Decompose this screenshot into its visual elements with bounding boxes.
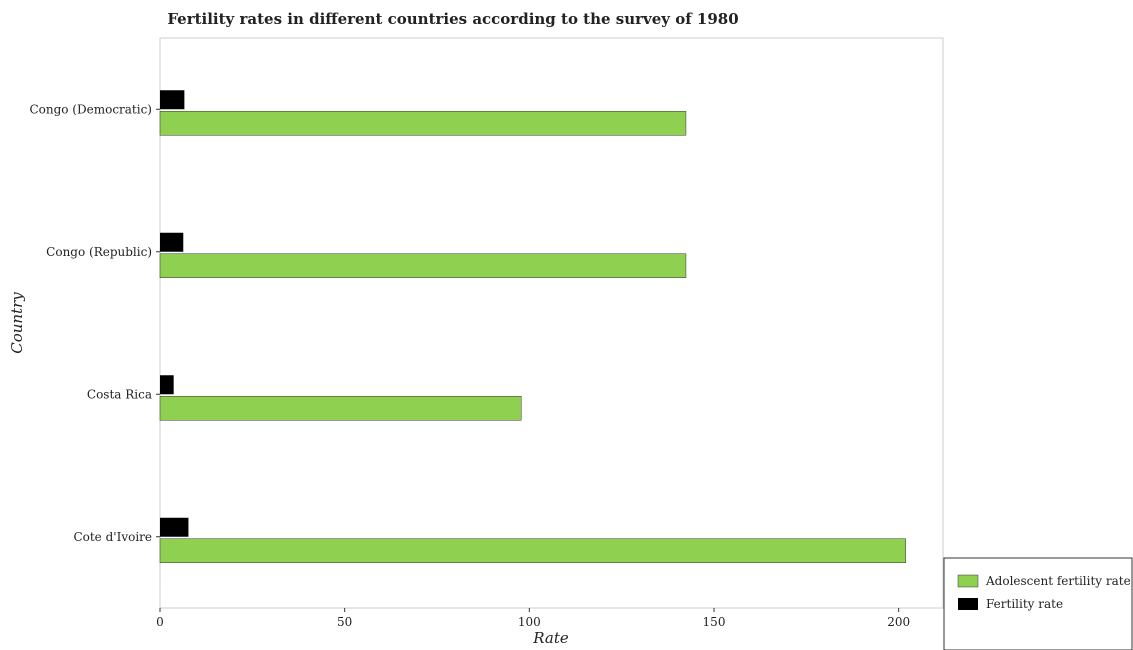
x-tick-label: 150 bbox=[703, 615, 726, 629]
x-tick-label: 0 bbox=[156, 615, 164, 629]
legend-swatch-fertility bbox=[958, 598, 978, 610]
x-tick-label: 100 bbox=[518, 615, 541, 629]
y-axis-ticks: Congo (Democratic) Congo (Republic) Costa … bbox=[29, 102, 160, 544]
bar-fertility-congo-democratic bbox=[160, 90, 185, 110]
chart-title: Fertility rates in different countries a… bbox=[167, 10, 738, 28]
x-tick-label: 200 bbox=[887, 615, 910, 629]
bars-group bbox=[159, 90, 906, 563]
legend-label-fertility: Fertility rate bbox=[986, 597, 1063, 611]
bar-fertility-congo-republic bbox=[160, 232, 184, 252]
y-axis-label: Country bbox=[8, 292, 26, 354]
bar-fertility-costa-rica bbox=[160, 375, 174, 395]
x-tick-label: 50 bbox=[337, 615, 352, 629]
y-tick-label: Cote d'Ivoire bbox=[73, 530, 152, 544]
legend-label-adolescent: Adolescent fertility rate bbox=[985, 574, 1131, 588]
y-tick-label: Congo (Republic) bbox=[46, 245, 152, 259]
legend-swatch-adolescent bbox=[957, 574, 979, 588]
bar-adolescent-costa-rica bbox=[159, 396, 522, 421]
y-tick-label: Costa Rica bbox=[87, 387, 152, 401]
y-tick-label: Congo (Democratic) bbox=[29, 102, 152, 116]
bar-adolescent-congo-republic bbox=[159, 253, 687, 278]
bar-fertility-cote-d-ivoire bbox=[160, 517, 189, 537]
x-axis-ticks: 0 50 100 150 200 bbox=[156, 608, 910, 629]
legend: Adolescent fertility rate Fertility rate bbox=[943, 557, 1133, 650]
bar-adolescent-congo-democratic bbox=[159, 111, 687, 136]
bar-adolescent-cote-d-ivoire bbox=[159, 538, 906, 563]
x-axis-label: Rate bbox=[532, 629, 569, 647]
